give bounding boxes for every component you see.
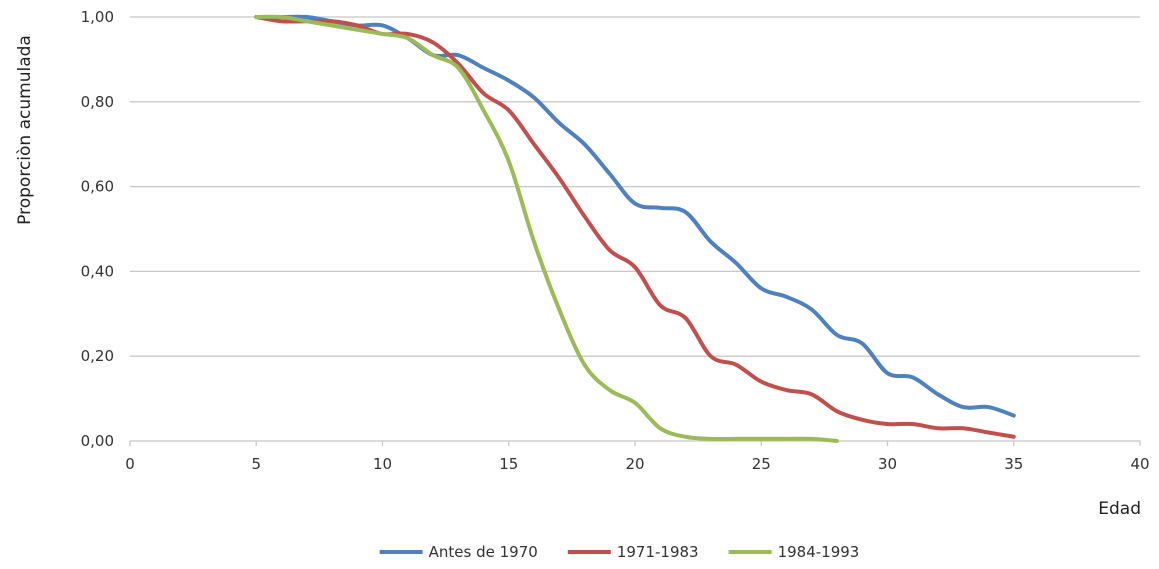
legend-label: 1971-1983 [617,543,699,561]
legend-label: Antes de 1970 [429,543,538,561]
series-lines [254,14,1016,443]
series-line-2 [254,15,1016,439]
grid-lines [129,16,1141,446]
y-tick-label: 0,20 [81,347,114,365]
y-tick-label: 0,00 [81,432,114,450]
legend: Antes de 1970 1971-1983 1984-1993 [379,543,860,561]
x-tick-label: 30 [878,455,897,473]
legend-label: 1984-1993 [778,543,860,561]
x-tick-label: 25 [752,455,771,473]
x-tick-label: 20 [625,455,644,473]
x-tick-label: 0 [125,455,135,473]
x-tick-label: 10 [373,455,392,473]
y-axis-label: Proporciòn acumulada [15,35,35,225]
x-axis-label: Edad [1098,499,1141,519]
x-tick-label: 35 [1004,455,1023,473]
x-tick-label: 40 [1130,455,1149,473]
y-tick-label: 1,00 [81,8,114,26]
y-tick-label: 0,40 [81,262,114,280]
x-tick-label: 15 [499,455,518,473]
y-tick-label: 0,80 [81,93,114,111]
series-line-3 [254,14,839,443]
tick-labels: 0,00 0,20 0,40 0,60 0,80 1,00 0 5 10 15 20 25 30 35 40 [81,8,1150,473]
series-line-1 [254,14,1016,418]
x-tick-label: 5 [251,455,261,473]
y-tick-label: 0,60 [81,178,114,196]
